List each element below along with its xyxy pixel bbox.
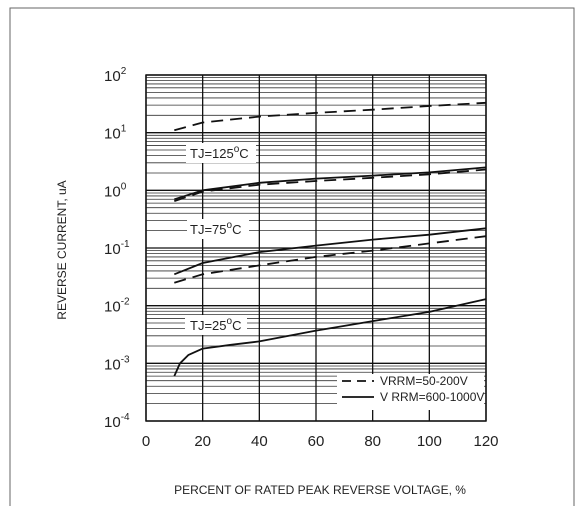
series-line-6 [173, 298, 487, 377]
label-background [187, 219, 249, 239]
y-tick-label: 10-1 [104, 239, 130, 258]
legend: VRRM=50-200V V RRM=600-1000V [342, 374, 484, 404]
series-line-3 [174, 168, 487, 202]
x-tick-label: 80 [364, 433, 381, 450]
x-tick-label: 0 [142, 433, 150, 450]
temperature-label: TJ=25oC [190, 316, 241, 333]
x-tick-label: 120 [473, 433, 498, 450]
label-background [186, 143, 256, 163]
legend-label: VRRM=50-200V [380, 374, 468, 388]
x-tick-label: 20 [194, 433, 211, 450]
x-tick-label: 40 [251, 433, 268, 450]
series-line-5 [174, 235, 487, 284]
label-background [185, 315, 247, 335]
y-tick-label: 10-4 [104, 412, 130, 431]
y-tick-label: 102 [104, 66, 127, 85]
x-tick-labels: 0 20 40 60 80 100 120 [142, 433, 499, 450]
y-axis-label: REVERSE CURRENT, uA [55, 180, 69, 319]
series-line-2 [174, 166, 487, 201]
temperature-label: TJ=75oC [190, 220, 241, 237]
x-tick-label: 100 [417, 433, 442, 450]
series-line-4 [173, 227, 487, 276]
y-tick-label: 10-2 [104, 297, 130, 316]
figure-border [9, 7, 575, 506]
temperature-annotations: TJ=125oC TJ=75oC TJ=25oC [190, 144, 249, 333]
annotation-boxes [185, 143, 484, 410]
series-layer [173, 101, 487, 377]
series-line-1 [174, 101, 487, 132]
x-tick-label: 60 [308, 433, 325, 450]
legend-label: V RRM=600-1000V [380, 390, 484, 404]
x-axis-label: PERCENT OF RATED PEAK REVERSE VOLTAGE, % [174, 483, 466, 497]
y-tick-label: 100 [104, 181, 127, 200]
y-tick-label: 101 [104, 124, 127, 143]
label-background [337, 374, 484, 410]
major-gridlines [145, 74, 487, 422]
y-tick-label: 10-3 [104, 354, 130, 373]
temperature-label: TJ=125oC [190, 144, 249, 161]
y-tick-labels: 102 101 100 10-1 10-2 10-3 10-4 [104, 66, 130, 431]
